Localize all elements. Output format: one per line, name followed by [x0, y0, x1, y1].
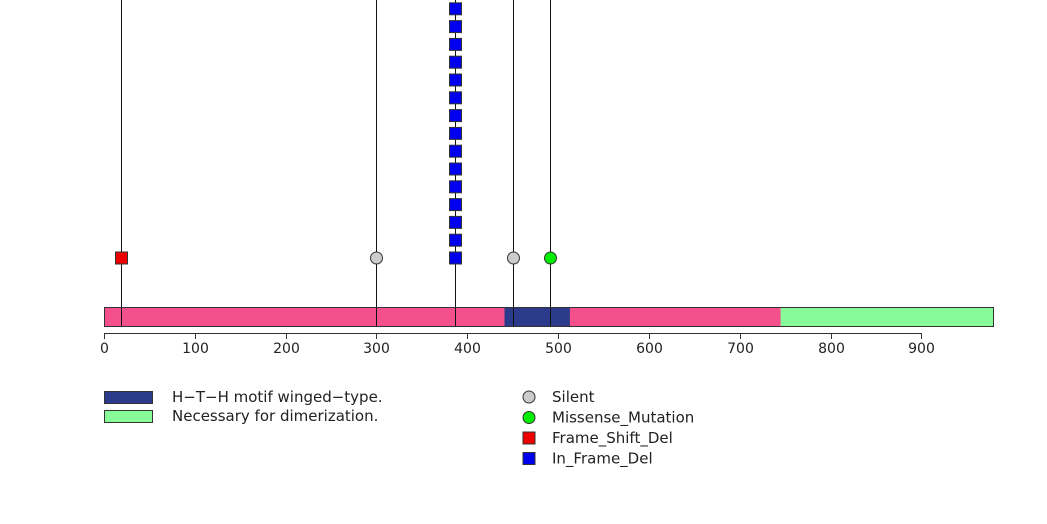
mutation-marker	[449, 20, 462, 34]
mutation-marker	[449, 126, 462, 140]
mutation-marker	[449, 55, 462, 69]
domain-legend: H−T−H motif winged−type.Necessary for di…	[104, 388, 383, 425]
mutation-marker	[449, 233, 462, 247]
mutation-marker	[449, 2, 462, 16]
x-tick-label: 0	[100, 341, 109, 357]
mutation-marker	[370, 251, 383, 265]
x-tick-label: 100	[182, 341, 209, 357]
protein-domain	[504, 307, 570, 327]
mutation-marker	[544, 251, 557, 265]
mutation-stems	[121, 0, 551, 327]
mutation-marker	[449, 73, 462, 87]
mutation-legend-marker	[522, 411, 536, 424]
mutation-marker	[449, 91, 462, 105]
mutation-marker	[449, 215, 462, 229]
x-tick-label: 900	[908, 341, 935, 357]
mutation-legend-marker	[522, 390, 536, 404]
x-tick-label: 800	[818, 341, 845, 357]
mutation-legend-marker	[522, 452, 536, 465]
x-tick-label: 600	[636, 341, 663, 357]
mutation-marker	[507, 251, 520, 265]
mutation-marker	[115, 251, 128, 265]
mutation-marker	[449, 109, 462, 123]
mutation-markers	[115, 2, 557, 265]
x-tick-label: 400	[454, 341, 481, 357]
protein-outline	[104, 307, 994, 327]
domain-legend-label: H−T−H motif winged−type.	[172, 388, 383, 406]
mutation-legend-label: Frame_Shift_Del	[552, 429, 673, 448]
domain-legend-swatch	[104, 410, 153, 423]
x-tick-label: 200	[273, 341, 300, 357]
x-tick-label: 300	[363, 341, 390, 357]
mutation-legend-label: In_Frame_Del	[552, 450, 653, 469]
mutation-legend-label: Missense_Mutation	[552, 409, 694, 428]
mutation-marker	[449, 37, 462, 51]
x-axis: 0 100 200 300 400 500 600 700 800 900	[100, 333, 935, 357]
mutation-marker	[449, 198, 462, 212]
mutation-marker	[449, 162, 462, 176]
mutation-legend-label: Silent	[552, 388, 595, 406]
mutation-marker	[449, 144, 462, 158]
domain-legend-label: Necessary for dimerization.	[172, 407, 378, 425]
x-tick-label: 700	[727, 341, 754, 357]
mutation-marker	[449, 180, 462, 194]
x-tick-label: 500	[545, 341, 572, 357]
protein-domain	[780, 307, 994, 327]
mutation-legend-marker	[522, 431, 536, 445]
protein-track	[104, 307, 994, 327]
domain-legend-swatch	[104, 391, 153, 404]
mutation-marker	[449, 251, 462, 265]
